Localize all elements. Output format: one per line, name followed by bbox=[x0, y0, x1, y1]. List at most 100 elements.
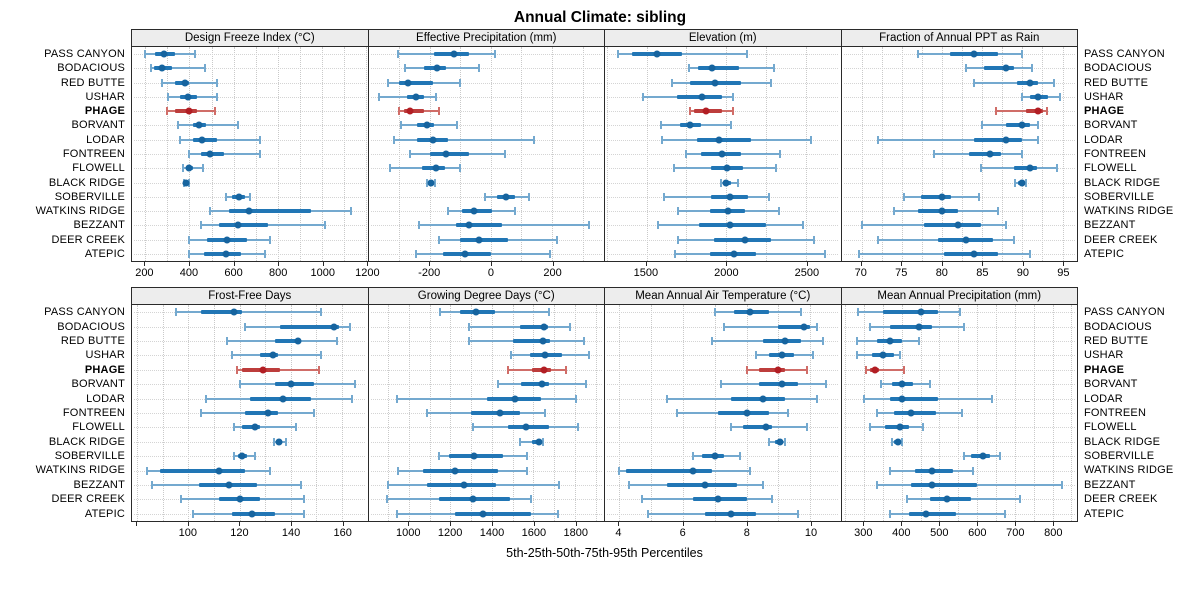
whisker-cap-p5 bbox=[386, 495, 389, 504]
whisker-iqr bbox=[160, 468, 245, 473]
whisker-cap-p5 bbox=[388, 164, 391, 173]
whisker-iqr bbox=[911, 482, 978, 487]
axis-tick bbox=[939, 522, 941, 526]
whisker-cap-p5 bbox=[864, 365, 867, 374]
median-dot bbox=[206, 150, 214, 158]
whisker-cap-p5 bbox=[906, 495, 909, 504]
site-label: FLOWELL bbox=[1084, 421, 1137, 434]
gridline-horizontal bbox=[607, 369, 839, 371]
site-row bbox=[369, 247, 605, 261]
whisker-range bbox=[189, 152, 261, 155]
median-dot bbox=[195, 121, 203, 129]
whisker-cap-p95 bbox=[774, 164, 777, 173]
whisker-cap-p5 bbox=[398, 107, 401, 116]
whisker-iqr bbox=[275, 382, 314, 387]
whisker-cap-p95 bbox=[778, 149, 781, 158]
median-dot bbox=[970, 250, 978, 258]
panel: Mean Annual Precipitation (mm) 300 400 500 6… bbox=[840, 287, 1078, 544]
whisker-cap-p5 bbox=[174, 308, 177, 317]
median-dot bbox=[215, 467, 223, 475]
median-dot bbox=[1026, 164, 1034, 172]
whisker-cap-p5 bbox=[981, 121, 984, 130]
panels-wrap: Design Freeze Index (°C) 200 400 600 800 1000… bbox=[131, 29, 1078, 284]
site-label: SOBERVILLE bbox=[1084, 190, 1155, 203]
median-dot bbox=[234, 221, 242, 229]
axis-tick bbox=[982, 262, 984, 266]
median-dot bbox=[1002, 64, 1010, 72]
panel-strip-title: Mean Annual Air Temperature (°C) bbox=[605, 288, 841, 305]
panel-box: Elevation (m) bbox=[604, 29, 842, 262]
axis-tick bbox=[682, 522, 684, 526]
panel-body bbox=[841, 47, 1078, 261]
whisker-iqr bbox=[969, 151, 1001, 156]
site-row bbox=[605, 161, 841, 175]
whisker-cap-p5 bbox=[199, 221, 202, 230]
whisker-cap-p95 bbox=[821, 336, 824, 345]
site-row bbox=[369, 334, 605, 348]
gridline-horizontal bbox=[843, 125, 1075, 127]
whisker-cap-p5 bbox=[160, 78, 163, 87]
axis-tick-label: 160 bbox=[333, 527, 352, 539]
whisker-cap-p5 bbox=[166, 107, 169, 116]
median-dot bbox=[461, 250, 469, 258]
panel-body bbox=[132, 47, 368, 261]
site-row bbox=[605, 190, 841, 204]
median-dot bbox=[686, 121, 694, 129]
whisker-cap-p5 bbox=[472, 423, 475, 432]
whisker-cap-p95 bbox=[548, 308, 550, 317]
site-label: LODAR bbox=[86, 133, 125, 146]
whisker-cap-p5 bbox=[387, 480, 390, 489]
site-label: RED BUTTE bbox=[60, 334, 125, 347]
whisker-cap-p5 bbox=[404, 64, 407, 73]
whisker-cap-p5 bbox=[618, 466, 621, 475]
whisker-cap-p95 bbox=[1030, 64, 1033, 73]
axis-tick-label: 200 bbox=[135, 267, 154, 279]
whisker-cap-p95 bbox=[739, 452, 742, 461]
gridline-horizontal bbox=[843, 456, 1075, 458]
gridline-vertical bbox=[606, 47, 608, 261]
x-axis-title-row: 5th-25th-50th-75th-95th Percentiles bbox=[0, 546, 1200, 560]
site-row bbox=[369, 478, 605, 492]
whisker-cap-p5 bbox=[395, 509, 398, 518]
whisker-cap-p95 bbox=[514, 207, 517, 216]
whisker-cap-p95 bbox=[1059, 92, 1062, 101]
median-dot bbox=[184, 93, 192, 101]
panel-box: Mean Annual Air Temperature (°C) bbox=[604, 287, 842, 522]
site-row bbox=[842, 449, 1078, 463]
whisker-cap-p95 bbox=[555, 235, 558, 244]
median-dot bbox=[915, 323, 923, 331]
site-row bbox=[605, 492, 841, 506]
median-dot bbox=[759, 395, 767, 403]
whisker-cap-p95 bbox=[294, 423, 297, 432]
whisker-cap-p5 bbox=[177, 121, 180, 130]
site-row bbox=[132, 76, 368, 90]
whisker-range bbox=[877, 138, 1039, 141]
site-row bbox=[132, 218, 368, 232]
site-row bbox=[605, 247, 841, 261]
whisker-range bbox=[179, 138, 261, 141]
site-row bbox=[605, 449, 841, 463]
site-row bbox=[842, 218, 1078, 232]
whisker-cap-p5 bbox=[224, 192, 227, 201]
axis-tick bbox=[233, 262, 235, 266]
whisker-cap-p5 bbox=[673, 164, 676, 173]
gridline-horizontal bbox=[134, 111, 366, 113]
site-label: BLACK RIDGE bbox=[48, 435, 125, 448]
median-dot bbox=[472, 308, 480, 316]
whisker-cap-p5 bbox=[932, 149, 935, 158]
median-dot bbox=[185, 164, 193, 172]
whisker-cap-p5 bbox=[188, 249, 191, 258]
whisker-cap-p5 bbox=[876, 480, 879, 489]
median-dot bbox=[778, 351, 786, 359]
axis-tick-label: 80 bbox=[935, 267, 948, 279]
gridline-horizontal bbox=[370, 182, 602, 184]
site-label: FLOWELL bbox=[72, 421, 125, 434]
site-row bbox=[369, 175, 605, 189]
axis-tick bbox=[278, 262, 280, 266]
site-row bbox=[132, 391, 368, 405]
site-row bbox=[132, 61, 368, 75]
whisker-range bbox=[469, 325, 570, 328]
site-labels-right: PASS CANYON BODACIOUS RED BUTTE USHAR PHAGE B… bbox=[1078, 29, 1200, 261]
median-dot bbox=[230, 308, 238, 316]
gridline-horizontal bbox=[370, 82, 602, 84]
